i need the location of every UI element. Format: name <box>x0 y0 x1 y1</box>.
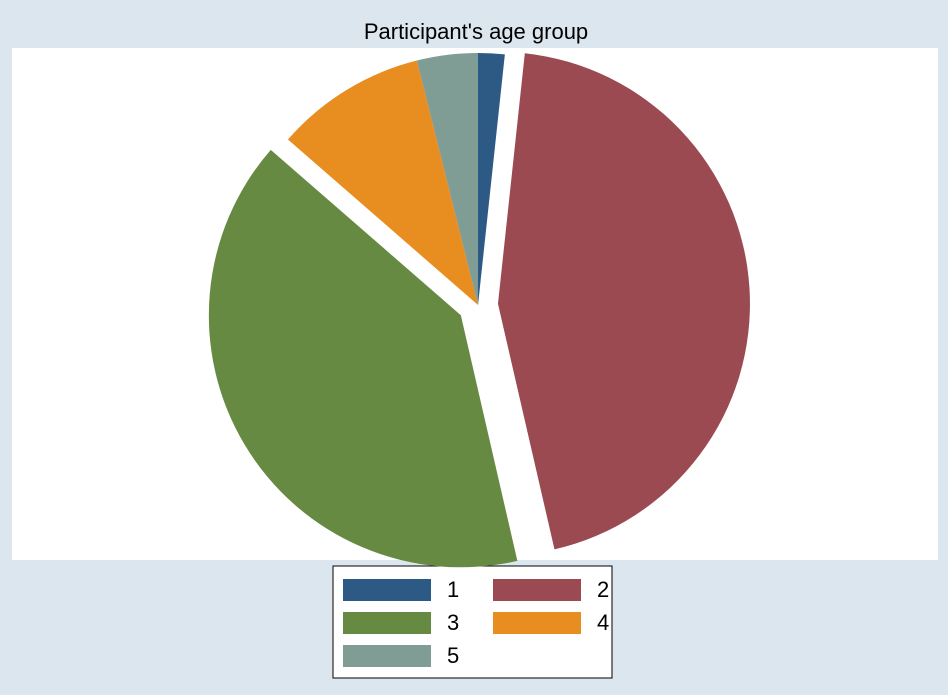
legend-swatch <box>493 612 581 634</box>
legend-swatch <box>343 645 431 667</box>
pie-slice <box>497 53 750 550</box>
legend-label: 3 <box>447 610 459 635</box>
legend-swatch <box>493 579 581 601</box>
pie-slice <box>416 53 478 305</box>
legend-swatch <box>343 612 431 634</box>
chart-title: Participant's age group <box>364 19 588 44</box>
pie-slice <box>208 149 518 568</box>
legend-label: 1 <box>447 577 459 602</box>
legend-label: 5 <box>447 643 459 668</box>
pie-slice <box>478 53 505 305</box>
legend-label: 2 <box>597 577 609 602</box>
legend-swatch <box>343 579 431 601</box>
pie-slice <box>287 60 478 305</box>
legend-label: 4 <box>597 610 609 635</box>
